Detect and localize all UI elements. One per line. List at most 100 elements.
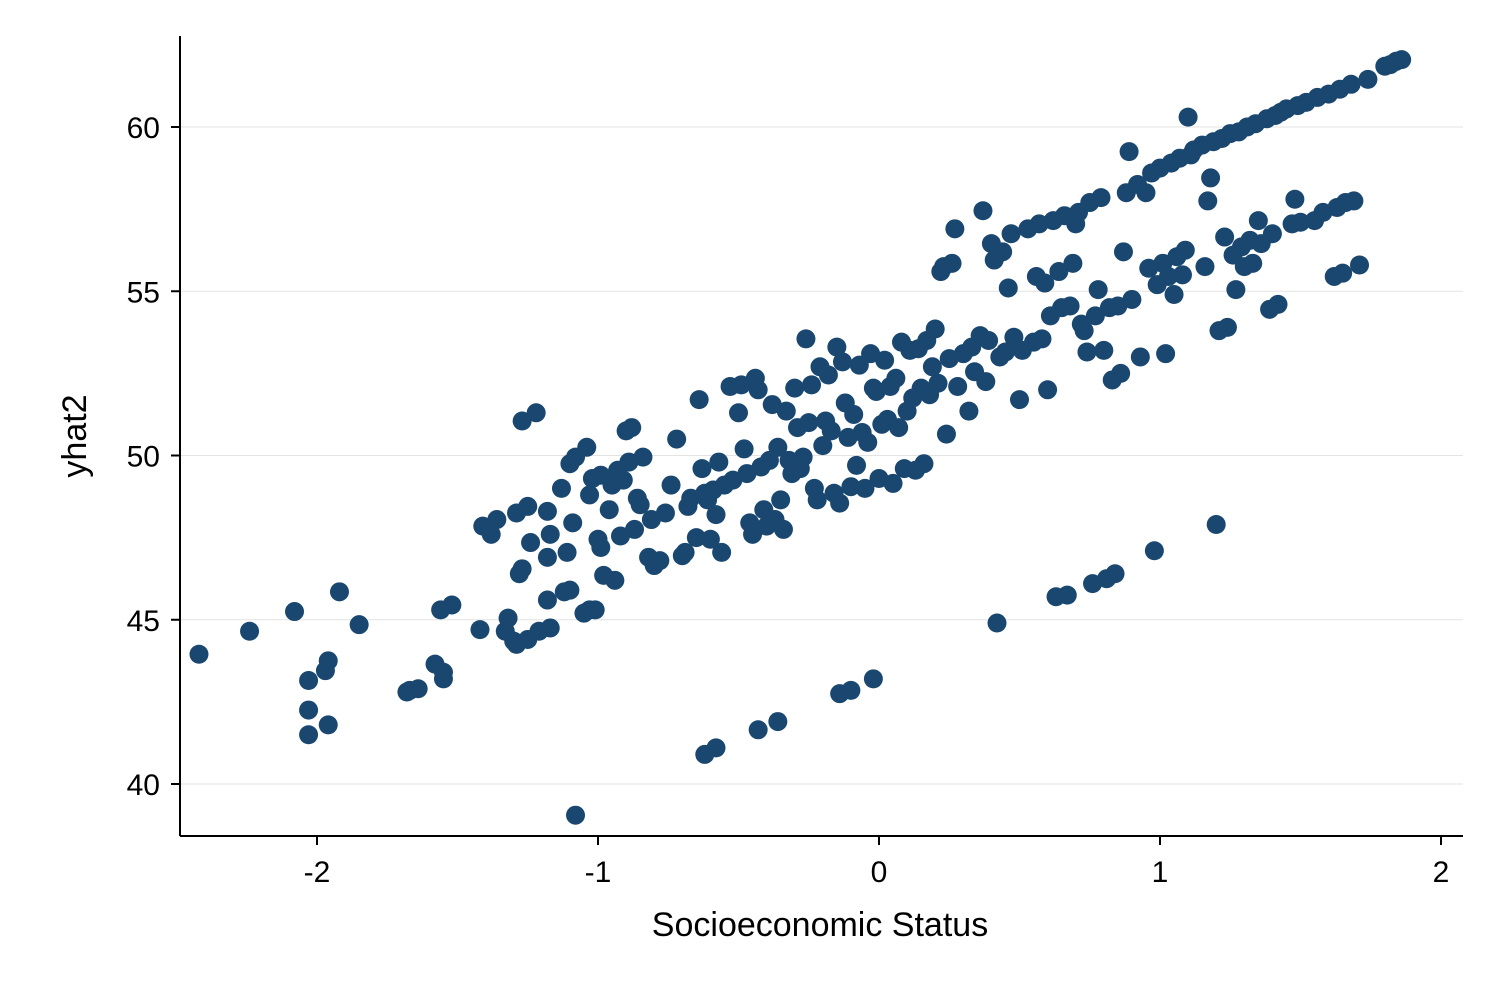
grid-lines xyxy=(181,126,1463,785)
data-point xyxy=(928,373,948,393)
data-point xyxy=(773,519,793,539)
data-point xyxy=(748,720,768,740)
data-point xyxy=(785,378,805,398)
data-point xyxy=(925,319,945,339)
data-point xyxy=(585,600,605,620)
data-point xyxy=(318,651,338,671)
data-point xyxy=(1341,74,1361,94)
data-point xyxy=(883,473,903,493)
y-axis-ticks: 40 45 50 55 60 xyxy=(127,112,180,802)
data-point xyxy=(1088,280,1108,300)
data-point xyxy=(1262,224,1282,244)
data-point xyxy=(1049,262,1069,282)
data-point xyxy=(858,432,878,452)
data-point xyxy=(821,421,841,441)
data-point xyxy=(1105,564,1125,584)
data-point xyxy=(959,401,979,421)
data-point xyxy=(734,439,754,459)
data-point xyxy=(512,559,532,579)
data-point xyxy=(1217,317,1237,337)
data-point xyxy=(748,380,768,400)
data-point xyxy=(605,570,625,590)
data-point xyxy=(768,712,788,732)
data-point xyxy=(667,429,687,449)
data-point xyxy=(768,437,788,457)
data-point xyxy=(557,542,577,562)
data-point xyxy=(689,390,709,410)
data-point xyxy=(886,368,906,388)
data-point xyxy=(1094,340,1114,360)
data-point xyxy=(1248,211,1268,231)
data-point xyxy=(1206,514,1226,534)
data-point xyxy=(1001,224,1021,244)
data-point xyxy=(1113,242,1133,262)
y-tick-label: 45 xyxy=(127,605,160,638)
data-point xyxy=(1164,285,1184,305)
data-point xyxy=(329,582,349,602)
data-point xyxy=(481,524,501,544)
data-point xyxy=(1074,321,1094,341)
data-point xyxy=(189,644,209,664)
data-point xyxy=(993,242,1013,262)
x-tick-label: 0 xyxy=(871,856,888,889)
data-point xyxy=(616,421,636,441)
data-point xyxy=(841,477,861,497)
data-point xyxy=(521,533,541,553)
data-point xyxy=(1333,263,1353,283)
data-point xyxy=(633,447,653,467)
data-point xyxy=(841,680,861,700)
data-point xyxy=(706,505,726,525)
data-point xyxy=(540,524,560,544)
data-point xyxy=(686,528,706,548)
data-point xyxy=(1243,253,1263,273)
data-point xyxy=(1226,280,1246,300)
data-point xyxy=(1172,265,1192,285)
data-point xyxy=(625,519,645,539)
data-point xyxy=(942,253,962,273)
data-point xyxy=(650,551,670,571)
data-point xyxy=(914,454,934,474)
data-point xyxy=(1063,253,1083,273)
data-point xyxy=(518,496,538,516)
data-point xyxy=(973,201,993,221)
data-point xyxy=(661,475,681,495)
data-point xyxy=(818,365,838,385)
data-point xyxy=(813,436,833,456)
data-point xyxy=(433,669,453,689)
y-tick-label: 50 xyxy=(127,441,160,474)
data-point xyxy=(875,350,895,370)
data-point xyxy=(771,490,791,510)
data-point xyxy=(995,342,1015,362)
data-point xyxy=(976,372,996,392)
data-point xyxy=(512,411,532,431)
data-point xyxy=(776,401,796,421)
data-point xyxy=(1291,212,1310,232)
axes xyxy=(179,36,1463,837)
data-point xyxy=(540,618,560,638)
data-point xyxy=(1085,306,1105,326)
data-point xyxy=(442,595,462,615)
data-point xyxy=(1358,69,1378,89)
data-point xyxy=(945,219,965,239)
y-axis-title: yhat2 xyxy=(56,394,94,477)
data-point xyxy=(560,580,580,600)
data-point xyxy=(551,478,571,498)
data-point xyxy=(743,524,763,544)
data-point xyxy=(487,510,507,530)
data-point xyxy=(526,403,546,423)
data-point xyxy=(498,608,518,628)
data-point xyxy=(979,331,999,351)
data-point xyxy=(799,413,819,433)
data-point xyxy=(349,615,369,635)
data-points xyxy=(189,50,1412,825)
data-point xyxy=(1060,296,1080,316)
data-point xyxy=(1198,191,1218,211)
data-point xyxy=(240,621,260,641)
data-point xyxy=(1178,107,1198,127)
data-point xyxy=(1392,50,1412,70)
data-point xyxy=(655,503,675,523)
data-point xyxy=(1201,168,1221,188)
data-point xyxy=(537,501,557,521)
data-point xyxy=(299,725,319,745)
data-point xyxy=(830,493,850,513)
